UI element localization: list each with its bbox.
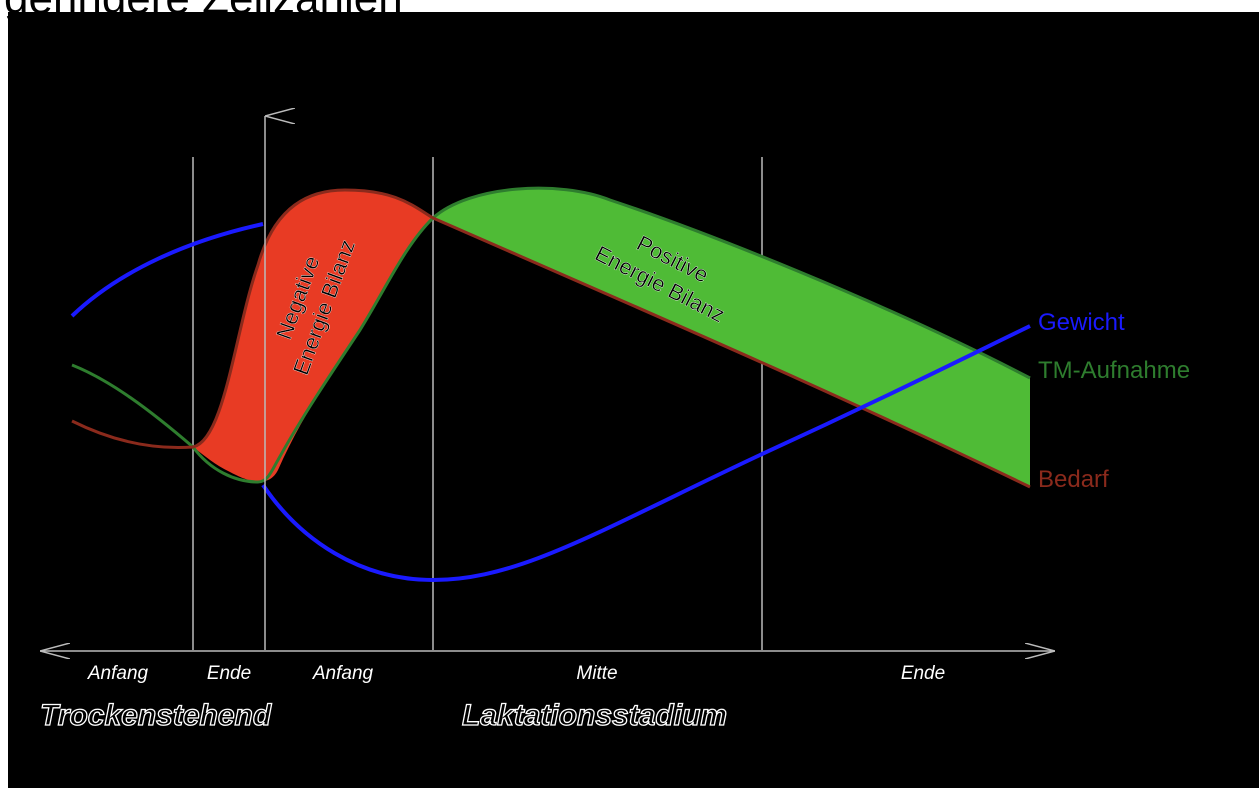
legend-tm-aufnahme: TM-Aufnahme [1038,357,1190,384]
stage-dry-start: Anfang [87,663,149,684]
gewicht-curve-dry [70,222,264,318]
group-label-dry: Trockenstehend [40,699,272,732]
negative-energy-area [193,190,433,482]
stage-lactation-start: Anfang [312,663,374,684]
stage-dry-end: Ende [207,663,251,684]
gewicht-curve-lactation [261,324,1031,583]
positive-energy-area [433,188,1030,487]
tm-aufnahme-curve [71,186,1031,484]
bedarf-curve [71,188,1031,489]
stage-lactation-end: Ende [901,663,945,684]
stage-lactation-mid: Mitte [576,663,617,684]
legend-bedarf: Bedarf [1038,466,1109,493]
legend-gewicht: Gewicht [1038,309,1125,336]
group-label-lactation: Laktationsstadium [462,699,727,732]
